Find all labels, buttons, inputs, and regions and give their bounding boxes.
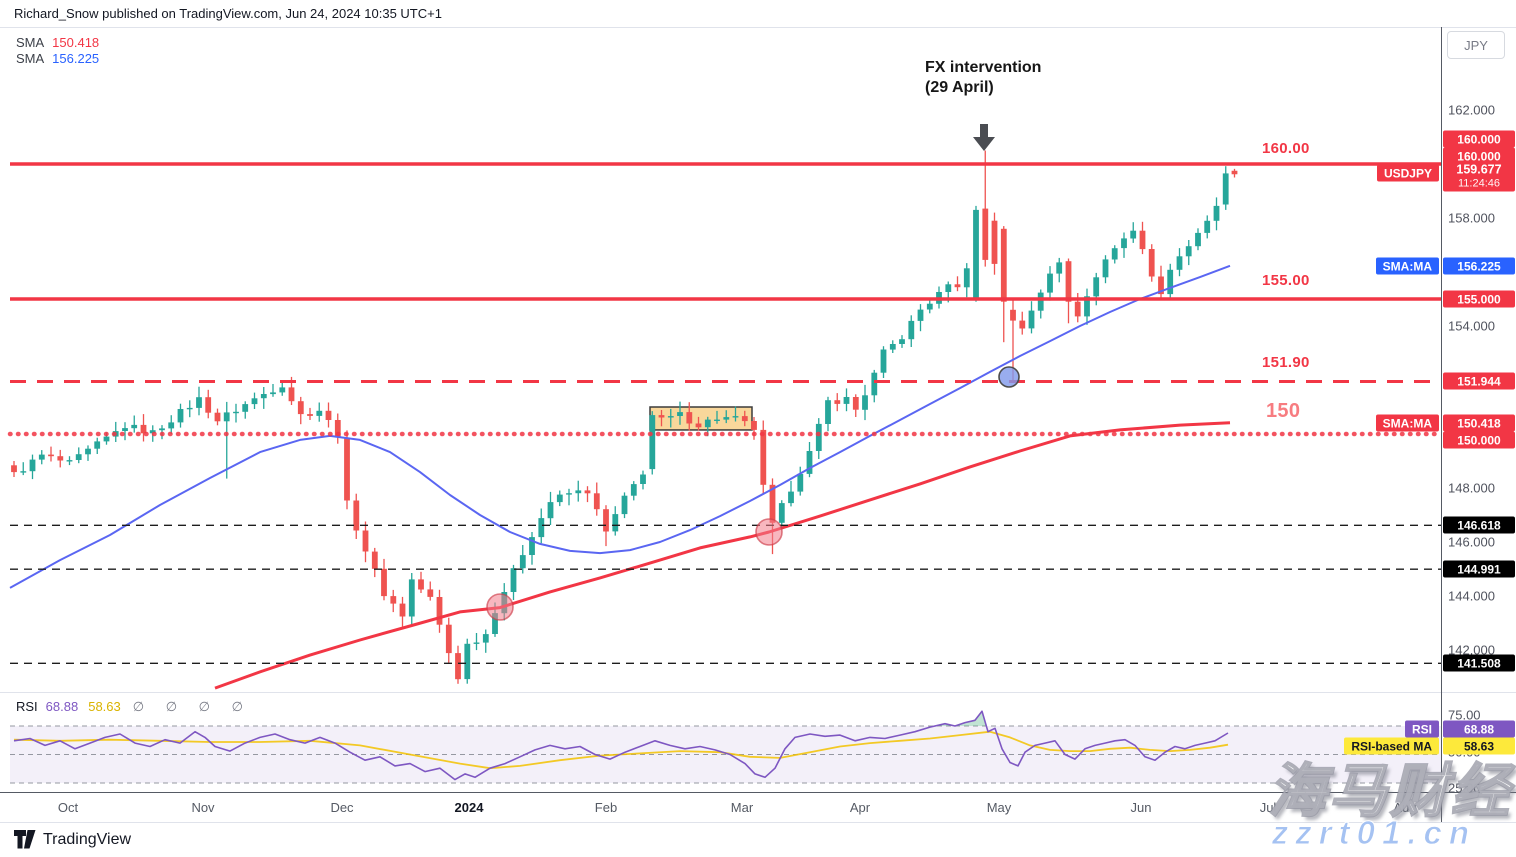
price-label-148.000: 148.000 bbox=[1448, 480, 1495, 496]
price-label-144.000: 144.000 bbox=[1448, 588, 1495, 604]
tradingview-brand[interactable]: TradingView bbox=[14, 830, 131, 849]
hidden-study-icons[interactable]: ∅ ∅ ∅ ∅ bbox=[132, 699, 252, 714]
axis-badge-150.418: 150.418 bbox=[1443, 414, 1515, 432]
currency-toggle-button[interactable]: JPY bbox=[1447, 31, 1505, 59]
axis-badge-160.000: 160.000 bbox=[1443, 147, 1515, 165]
attribution-text: Richard_Snow published on TradingView.co… bbox=[14, 6, 442, 21]
rsi-pane-divider[interactable] bbox=[0, 692, 1516, 693]
price-label-154.000: 154.000 bbox=[1448, 318, 1495, 334]
rsi-title: RSI bbox=[16, 699, 38, 714]
header-divider bbox=[0, 27, 1516, 28]
price-label-162.000: 162.000 bbox=[1448, 102, 1495, 118]
axis-badge-156.225: 156.225 bbox=[1443, 257, 1515, 275]
price-label-142.000: 142.000 bbox=[1448, 642, 1495, 658]
bar-countdown: 11:24:46 bbox=[1457, 177, 1500, 189]
time-label-2024: 2024 bbox=[454, 800, 484, 815]
sma2-value: 156.225 bbox=[52, 51, 100, 66]
time-label-may: May bbox=[986, 800, 1012, 815]
watermark-cjk: 海马财经 bbox=[1267, 758, 1512, 825]
footer-divider bbox=[0, 822, 1516, 823]
rsi-legend[interactable]: RSI 68.88 58.63 ∅ ∅ ∅ ∅ bbox=[16, 699, 252, 715]
fx-intervention-annotation: FX intervention (29 April) bbox=[925, 58, 1041, 98]
price-label-25.00: 25.00 bbox=[1448, 780, 1481, 796]
last-price: 159.677 bbox=[1456, 162, 1502, 176]
axis-badge-146.618: 146.618 bbox=[1443, 516, 1515, 534]
axis-badge-68.88: 68.88 bbox=[1443, 720, 1515, 738]
watermark-url: zzrt01.cn bbox=[1271, 814, 1476, 852]
series-name-badge-sma-ma: SMA:MA bbox=[1375, 414, 1439, 432]
price-label-146.000: 146.000 bbox=[1448, 534, 1495, 550]
axis-badge-150.000: 150.000 bbox=[1443, 431, 1515, 449]
level-label-150: 150 bbox=[1266, 400, 1301, 422]
axis-badge-58.63: 58.63 bbox=[1443, 737, 1515, 755]
level-label-155.00: 155.00 bbox=[1262, 272, 1310, 289]
time-label-aug: Aug bbox=[1393, 800, 1417, 815]
series-name-badge-rsi: RSI bbox=[1404, 720, 1439, 738]
rsi-ma-value: 58.63 bbox=[88, 699, 121, 714]
rsi-value: 68.88 bbox=[45, 699, 79, 714]
annotation-line1: FX intervention bbox=[925, 59, 1042, 76]
sma-legend-row-2[interactable]: SMA 156.225 bbox=[16, 51, 99, 66]
time-label-mar: Mar bbox=[730, 800, 754, 815]
series-name-badge-usdjpy: USDJPY bbox=[1376, 164, 1439, 182]
time-label-jul: Jul bbox=[1259, 800, 1277, 815]
axis-badge-155.000: 155.000 bbox=[1443, 290, 1515, 308]
tradingview-logo-icon bbox=[14, 830, 36, 849]
time-label-apr: Apr bbox=[849, 800, 871, 815]
axis-badge-141.508: 141.508 bbox=[1443, 654, 1515, 672]
axis-badge-160.000: 160.000 bbox=[1443, 130, 1515, 148]
sma1-value: 150.418 bbox=[52, 35, 100, 50]
annotation-line2: (29 April) bbox=[925, 79, 994, 96]
time-label-oct: Oct bbox=[57, 800, 79, 815]
series-name-badge-rsi-based-ma: RSI-based MA bbox=[1344, 737, 1439, 755]
sma1-label: SMA bbox=[16, 35, 45, 50]
axis-badge-144.991: 144.991 bbox=[1443, 560, 1515, 578]
time-label-nov: Nov bbox=[191, 800, 215, 815]
time-axis-divider bbox=[0, 792, 1516, 793]
sma-legend-row-1[interactable]: SMA 150.418 bbox=[16, 35, 99, 50]
series-name-badge-sma-ma: SMA:MA bbox=[1375, 257, 1439, 275]
down-arrow-icon bbox=[973, 124, 995, 151]
symbol-price-badge: 159.677 11:24:46 bbox=[1443, 160, 1515, 192]
price-label-158.000: 158.000 bbox=[1448, 210, 1495, 226]
level-label-151.90: 151.90 bbox=[1262, 354, 1310, 371]
sma2-label: SMA bbox=[16, 51, 45, 66]
price-label-75.00: 75.00 bbox=[1448, 707, 1481, 723]
time-label-feb: Feb bbox=[594, 800, 618, 815]
level-label-160.00: 160.00 bbox=[1262, 140, 1310, 157]
price-axis-line bbox=[1441, 27, 1442, 822]
time-label-jun: Jun bbox=[1130, 800, 1152, 815]
brand-label: TradingView bbox=[43, 830, 132, 848]
time-label-dec: Dec bbox=[330, 800, 354, 815]
axis-badge-151.944: 151.944 bbox=[1443, 372, 1515, 390]
